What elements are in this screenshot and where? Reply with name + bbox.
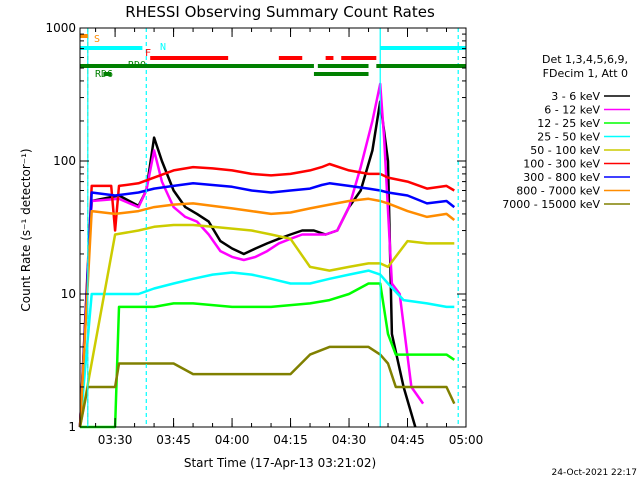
x-tick-label: 03:30: [98, 433, 133, 447]
legend-label-5: 100 - 300 keV: [523, 158, 600, 171]
chart-title: RHESSI Observing Summary Count Rates: [125, 3, 435, 21]
series-line-2: [80, 282, 455, 429]
y-tick-label: 100: [53, 154, 76, 168]
legend-label-4: 50 - 100 keV: [530, 144, 600, 157]
series-line-8: [78, 345, 456, 428]
series-line-3: [78, 269, 455, 428]
y-axis-label: Count Rate (s⁻¹ detector⁻¹): [19, 148, 33, 311]
flag-label-rd6: RD6: [95, 69, 113, 80]
y-tick-label: 10: [61, 287, 76, 301]
x-axis: 03:30 03:45 04:00 04:15 04:30 04:45 05:00: [95, 28, 484, 447]
legend-header-line-1: Det 1,3,4,5,6,9,: [542, 53, 628, 66]
x-tick-label: 04:30: [332, 433, 367, 447]
y-axis: 1 10 100 1000: [45, 21, 466, 434]
flag-label-f: F: [145, 48, 151, 59]
x-tick-label: 05:00: [449, 433, 484, 447]
x-tick-label: 03:45: [156, 433, 191, 447]
legend-label-2: 12 - 25 keV: [537, 117, 600, 130]
legend-label-1: 6 - 12 keV: [544, 104, 600, 117]
series-line-0: [78, 100, 417, 428]
y-tick-label: 1000: [45, 21, 76, 35]
legend-label-8: 7000 - 15000 keV: [502, 198, 600, 211]
legend-label-3: 25 - 50 keV: [537, 131, 600, 144]
flag-label-n: N: [160, 42, 166, 53]
x-tick-label: 04:00: [215, 433, 250, 447]
series-line-5: [78, 162, 455, 428]
date-stamp: 24-Oct-2021 22:17: [552, 468, 637, 478]
legend: Det 1,3,4,5,6,9, FDecim 1, Att 0 3 - 6 k…: [502, 53, 630, 211]
marker-layer: [87, 28, 459, 427]
series-line-6: [78, 182, 456, 428]
legend-label-0: 3 - 6 keV: [551, 90, 600, 103]
x-tick-label: 04:15: [273, 433, 308, 447]
flag-label-s: S: [94, 34, 100, 45]
flag-label-rdo: RDO: [128, 60, 146, 71]
plot-frame: [79, 27, 467, 428]
legend-label-7: 800 - 7000 keV: [516, 185, 600, 198]
y-tick-label: 1: [68, 420, 76, 434]
legend-label-6: 300 - 800 keV: [523, 171, 600, 184]
series-line-1: [78, 82, 425, 428]
legend-header-line-2: FDecim 1, Att 0: [543, 67, 628, 80]
x-tick-label: 04:45: [390, 433, 425, 447]
series-line-4: [78, 223, 455, 428]
series-line-7: [78, 197, 456, 428]
series-layer: [78, 82, 456, 429]
x-axis-label: Start Time (17-Apr-13 03:21:02): [184, 456, 376, 470]
